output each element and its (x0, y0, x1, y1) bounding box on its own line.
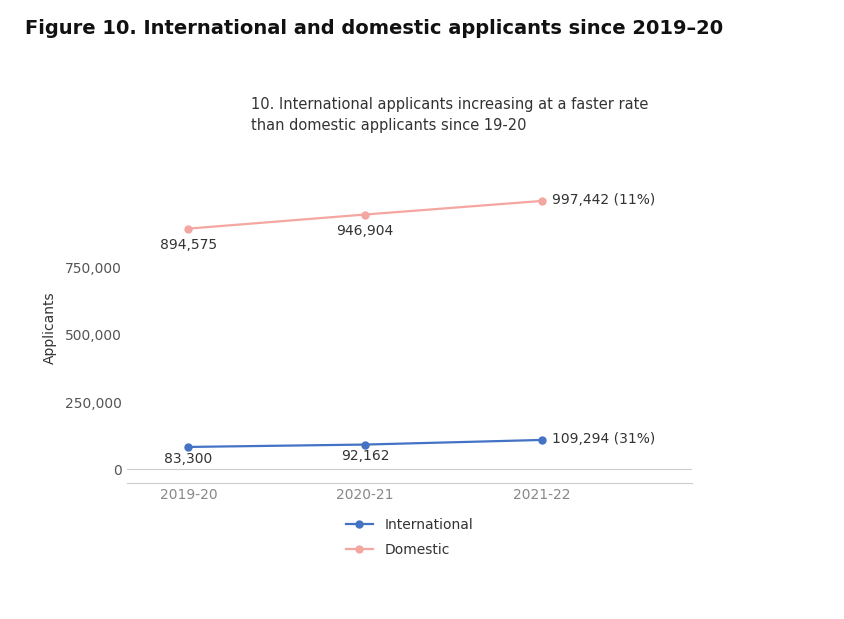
Text: 997,442 (11%): 997,442 (11%) (553, 193, 656, 207)
Text: 10. International applicants increasing at a faster rate
than domestic applicant: 10. International applicants increasing … (251, 97, 648, 133)
Legend: International, Domestic: International, Domestic (340, 513, 479, 563)
Text: 946,904: 946,904 (337, 224, 394, 238)
Text: Figure 10. International and domestic applicants since 2019–20: Figure 10. International and domestic ap… (25, 19, 723, 38)
Text: 109,294 (31%): 109,294 (31%) (553, 431, 656, 446)
Text: 83,300: 83,300 (165, 452, 213, 465)
Y-axis label: Applicants: Applicants (42, 292, 57, 365)
Text: 92,162: 92,162 (341, 449, 389, 464)
Text: 894,575: 894,575 (160, 238, 217, 252)
